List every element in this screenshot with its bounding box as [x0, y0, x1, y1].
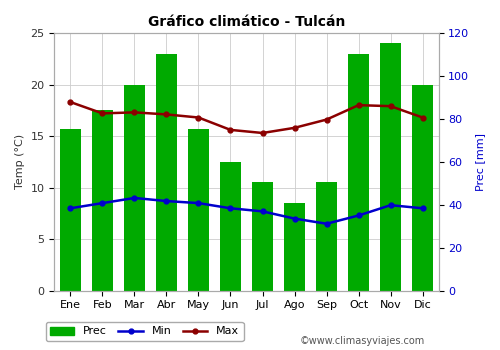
Bar: [92, 110, 113, 291]
Min: [100, 201, 105, 205]
Y-axis label: Prec [mm]: Prec [mm]: [475, 133, 485, 191]
Bar: [412, 84, 433, 291]
Bar: [220, 162, 241, 291]
Text: ©www.climasyviajes.com: ©www.climasyviajes.com: [300, 336, 425, 346]
Bar: [348, 54, 369, 291]
Max: [228, 128, 234, 132]
Min: [164, 199, 170, 203]
Min: [68, 206, 73, 210]
Bar: [60, 129, 81, 291]
Max: [292, 126, 298, 130]
Line: Min: Min: [68, 196, 425, 226]
Max: [388, 104, 394, 108]
Min: [356, 214, 362, 218]
Min: [132, 196, 138, 200]
Min: [196, 201, 202, 205]
Bar: [188, 129, 209, 291]
Max: [100, 111, 105, 116]
Bar: [252, 182, 273, 291]
Min: [388, 203, 394, 207]
Min: [260, 209, 266, 214]
Bar: [380, 43, 401, 291]
Max: [68, 100, 73, 104]
Bar: [316, 182, 337, 291]
Min: [292, 217, 298, 221]
Max: [260, 131, 266, 135]
Max: [356, 103, 362, 107]
Line: Max: Max: [68, 100, 425, 135]
Legend: Prec, Min, Max: Prec, Min, Max: [46, 322, 244, 341]
Max: [324, 118, 330, 122]
Min: [420, 206, 426, 210]
Title: Gráfico climático - Tulcán: Gráfico climático - Tulcán: [148, 15, 345, 29]
Max: [164, 112, 170, 117]
Max: [132, 110, 138, 114]
Bar: [284, 203, 305, 291]
Bar: [124, 84, 145, 291]
Min: [324, 222, 330, 226]
Max: [196, 116, 202, 120]
Bar: [156, 54, 177, 291]
Y-axis label: Temp (°C): Temp (°C): [15, 134, 25, 189]
Min: [228, 206, 234, 210]
Max: [420, 116, 426, 120]
